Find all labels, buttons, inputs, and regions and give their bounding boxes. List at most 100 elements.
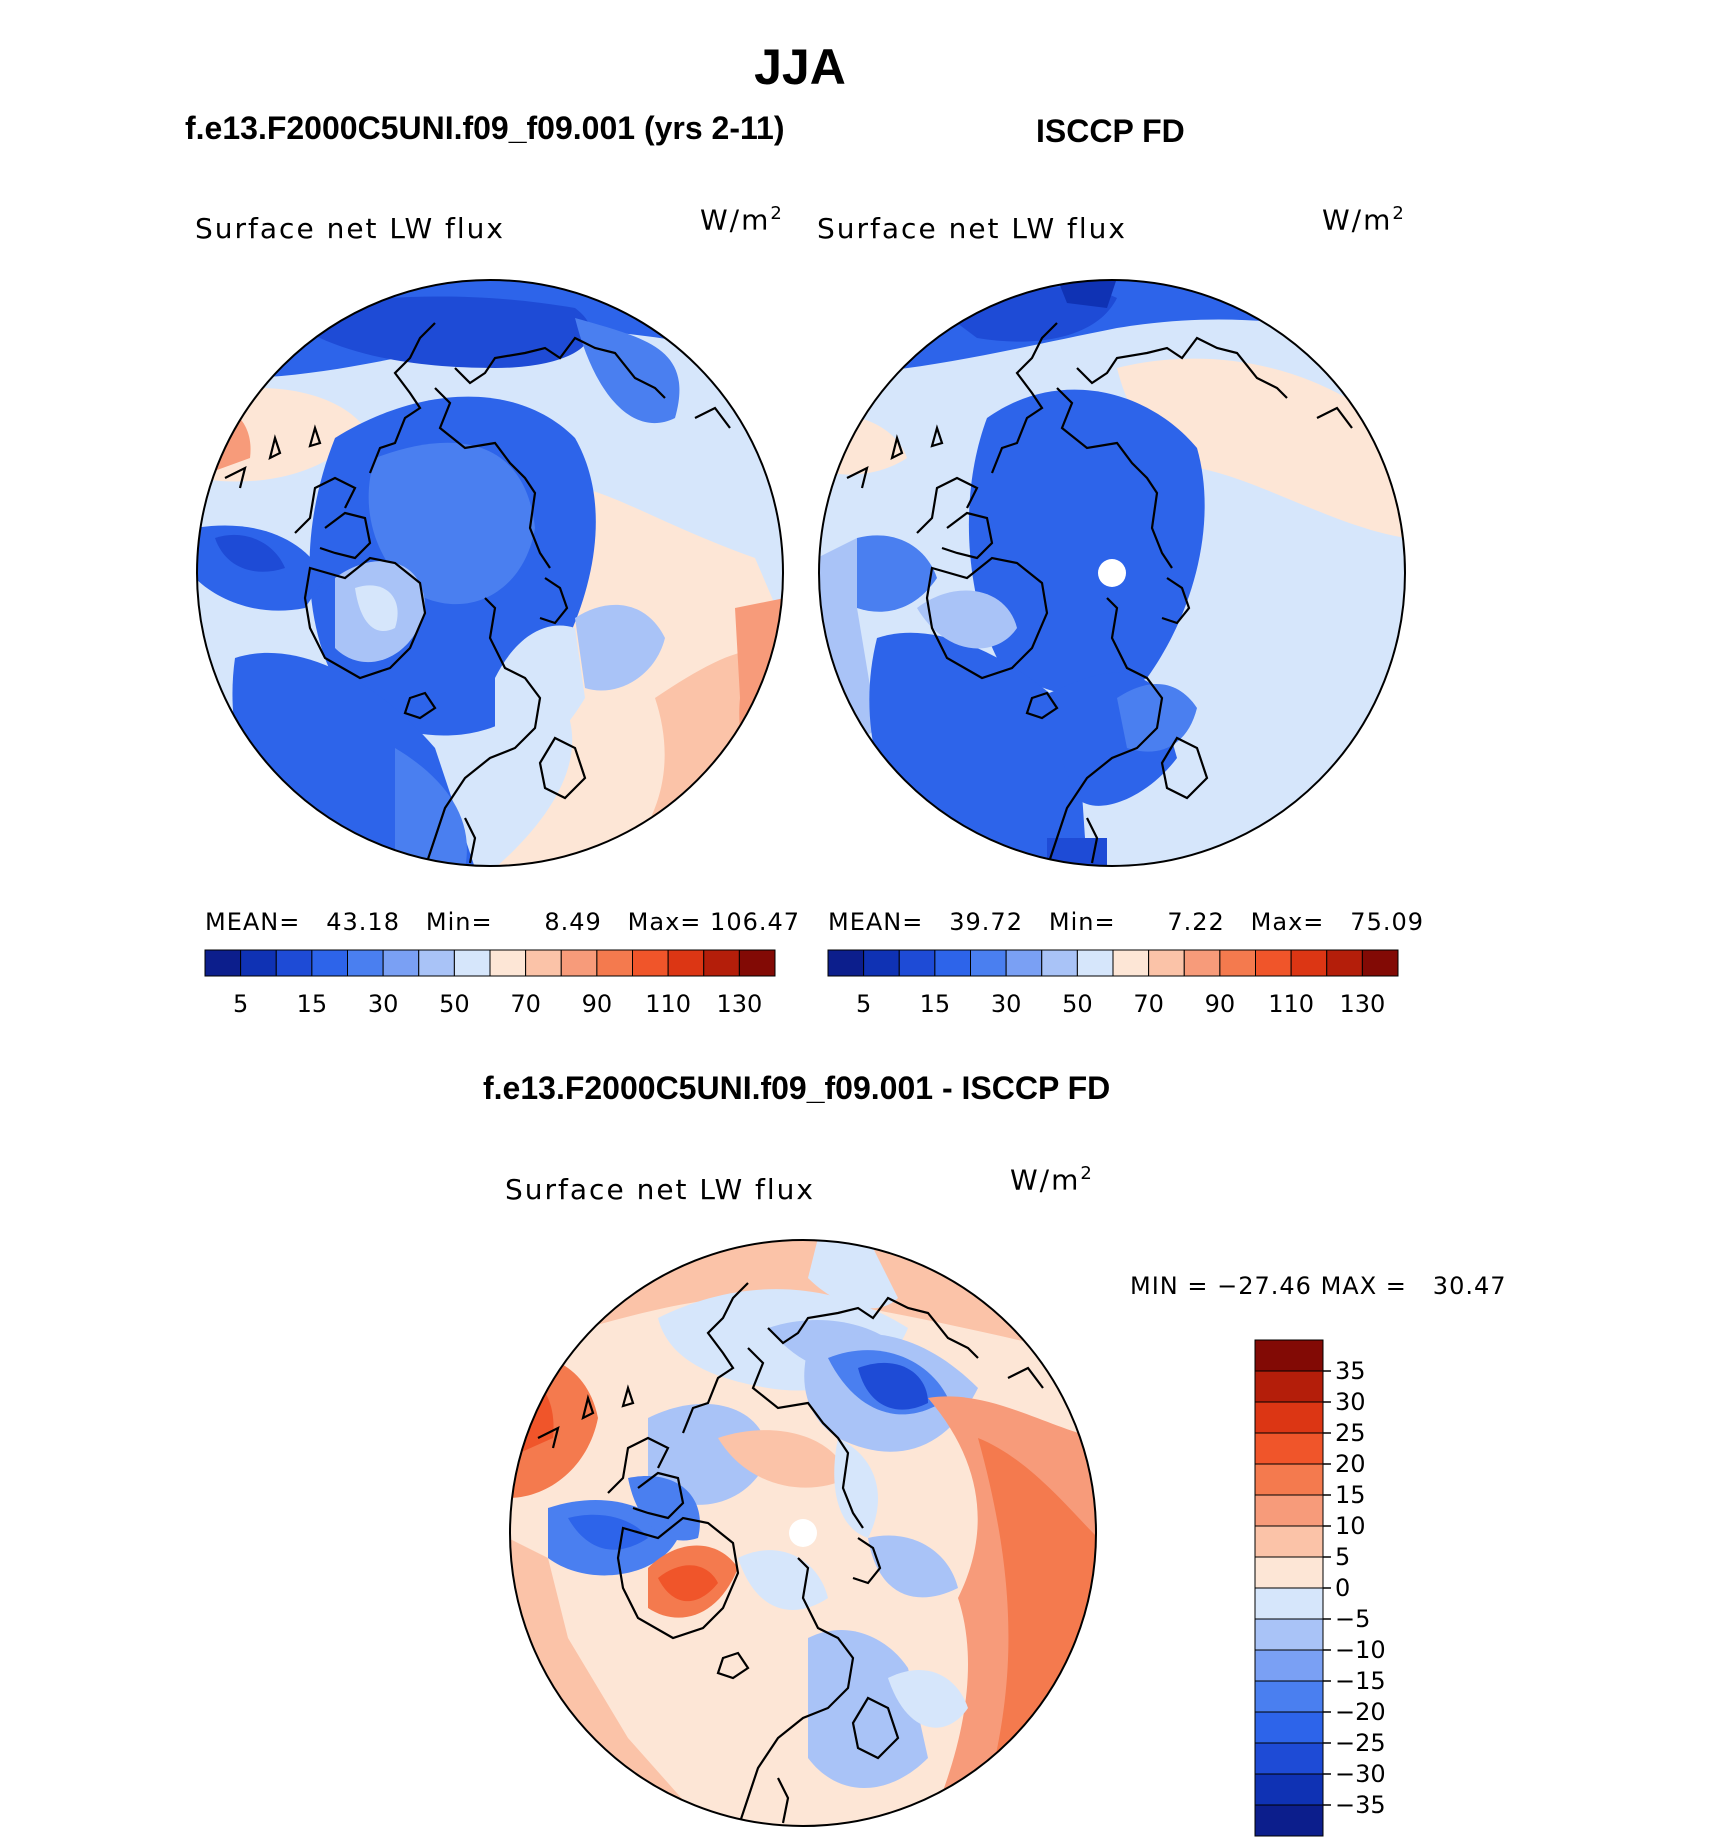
colorbar-swatch <box>1254 1556 1324 1589</box>
colorbar-swatch <box>1112 949 1150 977</box>
colorbar-tick-label: 30 <box>991 990 1022 1018</box>
colorbar-swatch <box>827 949 865 977</box>
colorbar-swatch <box>453 949 491 977</box>
colorbar-swatch <box>1254 1587 1324 1620</box>
colorbar-swatch <box>1254 1494 1324 1527</box>
diff-panel-title: f.e13.F2000C5UNI.f09_f09.001 - ISCCP FD <box>483 1070 1111 1106</box>
colorbar-swatch <box>204 949 242 977</box>
colorbar-swatch <box>525 949 562 977</box>
obs-variable-label: Surface net LW flux <box>817 212 1127 245</box>
colorbar-tick-label: 15 <box>1335 1481 1366 1509</box>
colorbar-tick-label: 5 <box>856 990 871 1018</box>
colorbar-swatch <box>1076 949 1114 977</box>
diff-variable-label: Surface net LW flux <box>505 1173 815 1206</box>
colorbar-swatch <box>311 949 348 977</box>
model-variable-label: Surface net LW flux <box>195 212 505 245</box>
colorbar-tick-label: −15 <box>1335 1667 1386 1695</box>
colorbar-tick-label: 35 <box>1335 1357 1366 1385</box>
colorbar-tick-label: 90 <box>582 990 613 1018</box>
colorbar-swatch <box>1254 1649 1324 1682</box>
colorbar-tick-label: 5 <box>233 990 248 1018</box>
figure-title: JJA <box>754 39 846 95</box>
diff-colorbar: 35 30 25 20 15 10 5 0 −5 −10 −15 −20 −25 −30 −35 <box>1254 1339 1386 1837</box>
colorbar-swatch <box>703 949 740 977</box>
obs-polar-map <box>818 279 1406 867</box>
colorbar-tick-label: −5 <box>1335 1605 1370 1633</box>
colorbar-swatch <box>970 949 1007 977</box>
colorbar-swatch <box>667 949 705 977</box>
colorbar-swatch <box>1254 1680 1324 1713</box>
colorbar-swatch <box>1254 1525 1324 1558</box>
colorbar-swatch <box>1254 1711 1324 1744</box>
colorbar-swatch <box>1148 949 1185 977</box>
model-stats: MEAN= 43.18 Min= 8.49 Max= 106.47 <box>205 908 801 936</box>
model-polar-map <box>196 279 784 867</box>
colorbar-swatch <box>1255 949 1292 977</box>
model-units-label: W/m2 <box>700 203 784 237</box>
diff-polar-map <box>509 1239 1097 1827</box>
colorbar-swatch <box>1254 1401 1324 1434</box>
colorbar-swatch <box>1254 1742 1324 1775</box>
colorbar-tick-label: −35 <box>1335 1791 1386 1819</box>
colorbar-swatch <box>382 949 420 977</box>
colorbar-swatch <box>1326 949 1363 977</box>
colorbar-tick-label: 110 <box>645 990 691 1018</box>
diff-stats: MIN = −27.46 MAX = 30.47 <box>1130 1272 1507 1300</box>
colorbar-tick-label: 70 <box>1133 990 1164 1018</box>
obs-stats: MEAN= 39.72 Min= 7.22 Max= 75.09 <box>828 908 1425 936</box>
obs-panel-title: ISCCP FD <box>1036 113 1185 149</box>
colorbar-swatch <box>1254 1370 1324 1403</box>
colorbar-swatch <box>1041 949 1078 977</box>
colorbar-swatch <box>1183 949 1221 977</box>
colorbar-tick-label: −25 <box>1335 1729 1386 1757</box>
colorbar-tick-label: 25 <box>1335 1419 1366 1447</box>
colorbar-tick-label: 110 <box>1268 990 1314 1018</box>
colorbar-swatch <box>347 949 384 977</box>
colorbar-tick-label: 15 <box>297 990 328 1018</box>
colorbar-tick-label: −10 <box>1335 1636 1386 1664</box>
colorbar-tick-label: 50 <box>439 990 470 1018</box>
colorbar-swatch <box>240 949 277 977</box>
colorbar-swatch <box>1254 1339 1324 1372</box>
colorbar-swatch <box>1254 1432 1324 1465</box>
colorbar-swatch <box>418 949 455 977</box>
colorbar-tick-label: 70 <box>510 990 541 1018</box>
colorbar-swatch <box>560 949 598 977</box>
colorbar-swatch <box>934 949 971 977</box>
obs-units-label: W/m2 <box>1322 203 1406 237</box>
colorbar-swatch <box>489 949 527 977</box>
colorbar-swatch <box>1254 1804 1324 1837</box>
colorbar-swatch <box>898 949 936 977</box>
colorbar-swatch <box>863 949 900 977</box>
colorbar-swatch <box>738 949 776 977</box>
colorbar-swatch <box>1361 949 1399 977</box>
colorbar-tick-label: 5 <box>1335 1543 1350 1571</box>
colorbar-swatch <box>632 949 669 977</box>
colorbar-tick-label: 15 <box>920 990 951 1018</box>
colorbar-swatch <box>1219 949 1256 977</box>
colorbar-tick-label: 130 <box>1339 990 1385 1018</box>
colorbar-swatch <box>596 949 633 977</box>
colorbar-tick-label: 10 <box>1335 1512 1366 1540</box>
colorbar-swatch <box>1254 1463 1324 1496</box>
colorbar-tick-label: 20 <box>1335 1450 1366 1478</box>
colorbar-tick-label: 30 <box>368 990 399 1018</box>
colorbar-swatch <box>1254 1618 1324 1651</box>
model-colorbar: 5 15 30 50 70 90 110 130 <box>204 949 776 1018</box>
colorbar-swatch <box>1005 949 1043 977</box>
obs-colorbar: 5 15 30 50 70 90 110 130 <box>827 949 1399 1018</box>
colorbar-swatch <box>1290 949 1328 977</box>
colorbar-tick-label: −30 <box>1335 1760 1386 1788</box>
colorbar-tick-label: 90 <box>1205 990 1236 1018</box>
model-panel-title: f.e13.F2000C5UNI.f09_f09.001 (yrs 2-11) <box>185 110 785 146</box>
pole-hole-marker <box>789 1519 817 1547</box>
colorbar-swatch <box>275 949 313 977</box>
colorbar-tick-label: 130 <box>716 990 762 1018</box>
pole-hole-marker <box>1098 559 1126 587</box>
colorbar-tick-label: −20 <box>1335 1698 1386 1726</box>
colorbar-swatch <box>1254 1773 1324 1806</box>
colorbar-tick-label: 0 <box>1335 1574 1350 1602</box>
diff-units-label: W/m2 <box>1010 1163 1094 1197</box>
colorbar-tick-label: 50 <box>1062 990 1093 1018</box>
colorbar-tick-label: 30 <box>1335 1388 1366 1416</box>
